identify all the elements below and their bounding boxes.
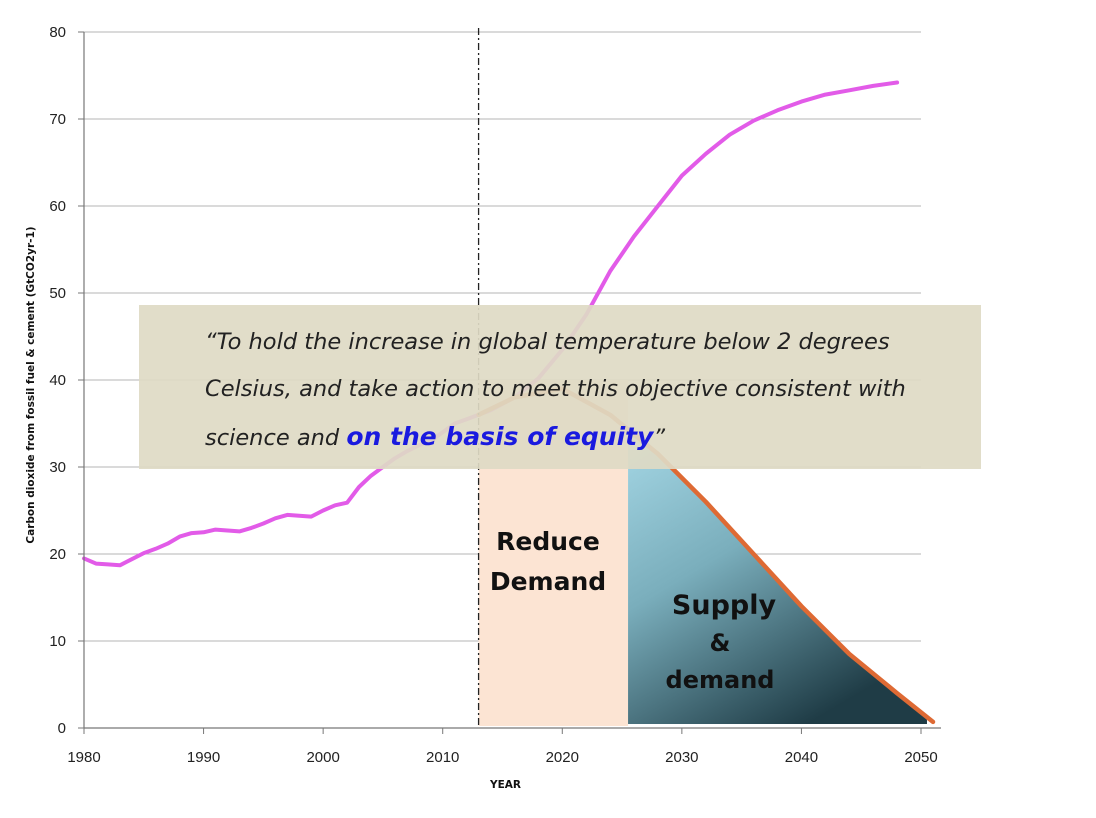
x-tick-label: 2030 <box>665 749 698 766</box>
y-tick-label: 70 <box>49 111 66 128</box>
x-tick-label: 1990 <box>187 749 220 766</box>
y-tick-label: 20 <box>49 546 66 563</box>
supply-label: Supply <box>672 590 777 621</box>
y-tick-label: 80 <box>49 24 66 41</box>
demand-label-2: demand <box>666 666 775 694</box>
y-tick-label: 0 <box>58 720 66 737</box>
x-tick-label: 2000 <box>306 749 339 766</box>
quote-line-2: Celsius, and take action to meet this ob… <box>205 376 906 402</box>
supply-demand-region <box>628 429 927 724</box>
reduce-label: Reduce <box>496 527 600 556</box>
y-tick-label: 10 <box>49 633 66 650</box>
x-tick-label: 2040 <box>785 749 818 766</box>
x-axis-title: YEAR <box>489 779 521 791</box>
y-axis-title: Carbon dioxide from fossil fuel & cement… <box>25 226 37 543</box>
x-tick-label: 2010 <box>426 749 459 766</box>
demand-label: Demand <box>490 567 606 596</box>
x-tick-label: 1980 <box>67 749 100 766</box>
quote-closing: ” <box>653 425 666 451</box>
y-tick-label: 40 <box>49 372 66 389</box>
quote-line-1: “To hold the increase in global temperat… <box>205 329 890 355</box>
quote-box: “To hold the increase in global temperat… <box>139 305 981 469</box>
region-labels: Reduce Demand Supply & demand <box>490 527 777 694</box>
quote-line-3-prefix: science and <box>205 425 340 451</box>
y-tick-label: 60 <box>49 198 66 215</box>
y-tick-label: 50 <box>49 285 66 302</box>
x-tick-label: 2050 <box>904 749 937 766</box>
x-tick-label: 2020 <box>546 749 579 766</box>
y-tick-label: 30 <box>49 459 66 476</box>
quote-text: “To hold the increase in global temperat… <box>205 319 975 462</box>
ampersand-label: & <box>710 629 731 657</box>
quote-emphasis: on the basis of equity <box>346 422 654 451</box>
